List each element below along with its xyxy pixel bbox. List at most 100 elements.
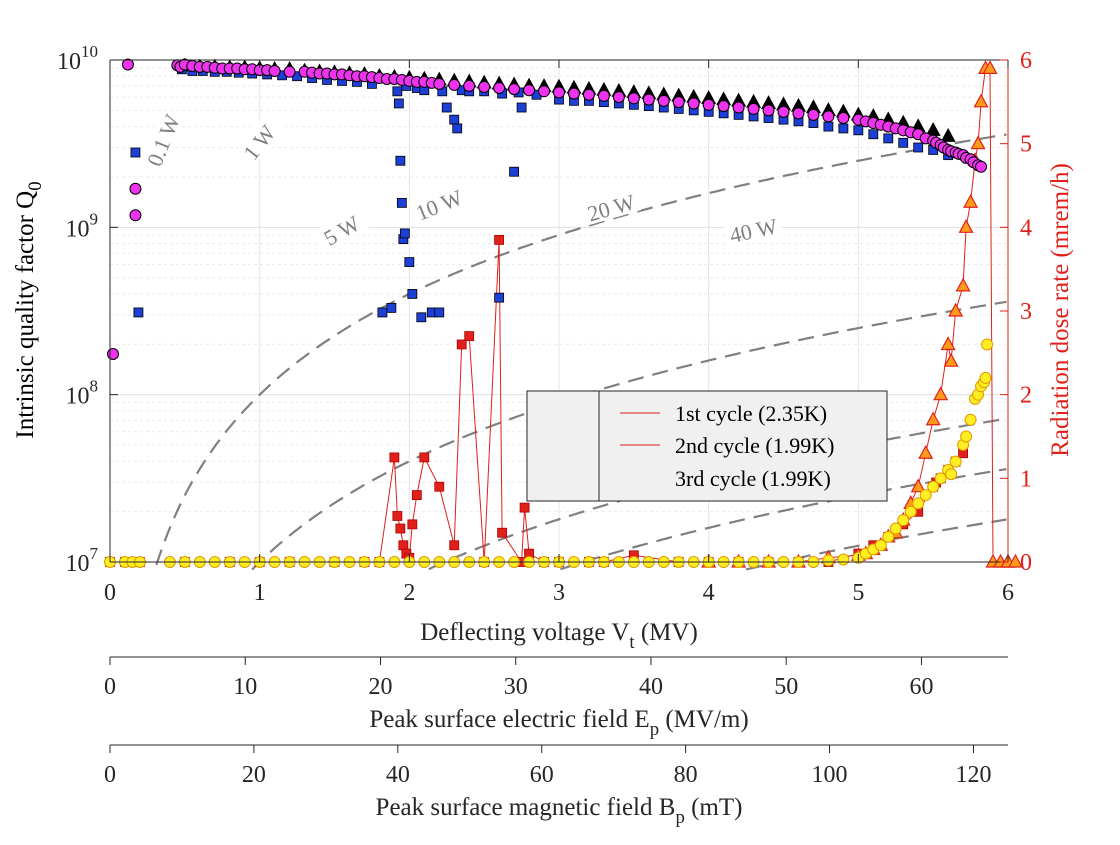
data-point [927, 480, 940, 493]
secondary-tick-label: 80 [674, 762, 698, 788]
data-point [747, 102, 760, 115]
data-point [416, 312, 427, 323]
data-point [925, 411, 941, 426]
data-point [553, 86, 565, 99]
data-point [975, 160, 988, 173]
data-point [121, 58, 134, 71]
x-tick-label: 2 [403, 580, 415, 606]
data-point [411, 490, 422, 500]
y-right-tick-label: 3 [1020, 299, 1032, 325]
legend-entry: 2nd cycle (1.99K) [675, 433, 834, 458]
x-axis-title: Deflecting voltage Vt (MV) [420, 619, 698, 653]
secondary-tick-label: 120 [955, 762, 991, 788]
data-point [822, 554, 835, 567]
data-point [823, 121, 834, 132]
data-point [963, 193, 979, 208]
secondary-tick-label: 40 [386, 762, 410, 788]
data-point [441, 102, 452, 113]
data-point [883, 133, 894, 144]
data-point [395, 155, 406, 166]
secondary-tick-label: 0 [104, 674, 116, 700]
data-point [981, 338, 994, 351]
data-point [807, 108, 820, 121]
data-point [497, 527, 508, 538]
data-point [910, 478, 926, 493]
data-point [434, 307, 445, 318]
data-point [964, 413, 977, 426]
contour-label-bg [231, 112, 285, 172]
secondary-tick-label: 10 [233, 674, 257, 700]
x-tick-label: 1 [254, 580, 266, 606]
data-point [392, 511, 403, 521]
legend-box [526, 390, 888, 502]
data-point [933, 386, 949, 401]
data-point [897, 514, 910, 527]
data-point [913, 142, 924, 153]
data-point [672, 96, 685, 109]
data-point [377, 307, 388, 318]
data-point [389, 452, 400, 463]
data-point [106, 347, 119, 360]
data-point [463, 79, 476, 92]
data-point [129, 182, 142, 195]
data-point [516, 102, 527, 113]
data-point [838, 123, 849, 134]
data-point [494, 292, 505, 303]
x-tick-label: 4 [703, 580, 715, 606]
secondary-tick-label: 20 [368, 674, 392, 700]
data-point [494, 234, 505, 245]
secondary-tick-label: 50 [774, 674, 798, 700]
contour-label-bg [580, 187, 642, 226]
contour-label-bg [140, 109, 184, 171]
data-point [762, 104, 775, 117]
data-point [792, 107, 805, 120]
data-point [949, 455, 962, 468]
data-point [919, 489, 932, 502]
secondary-tick-label: 60 [909, 674, 933, 700]
y-right-tick-label: 0 [1020, 550, 1032, 576]
data-point [582, 88, 595, 101]
y-left-tick-label: 107 [66, 544, 99, 577]
data-point [612, 91, 625, 104]
secondary-tick-label: 20 [242, 762, 266, 788]
data-point [982, 60, 998, 74]
secondary-axis-title: Peak surface electric field Ep (MV/m) [369, 706, 748, 740]
x-tick-label: 0 [104, 580, 116, 606]
data-point [448, 78, 461, 91]
data-point [973, 93, 989, 108]
data-point [464, 331, 475, 342]
data-point [1007, 553, 1023, 568]
x-tick-label: 6 [1002, 580, 1014, 606]
data-point [508, 83, 521, 96]
data-point [133, 307, 144, 318]
axis-labels: Deflecting voltage Vt (MV) Intrinsic qual… [12, 163, 1074, 828]
data-point [898, 137, 909, 148]
data-point [567, 87, 580, 100]
legend-entry: 3rd cycle (1.99K) [675, 466, 831, 491]
secondary-tick-label: 40 [639, 674, 663, 700]
secondary-tick-label: 30 [504, 674, 528, 700]
data-point [597, 89, 610, 102]
secondary-tick-label: 60 [530, 762, 554, 788]
data-point [130, 147, 141, 158]
data-point [456, 339, 467, 350]
y-left-tick-label: 1010 [57, 42, 98, 75]
x-tick-label: 3 [553, 580, 565, 606]
data-point [509, 166, 520, 177]
data-point [478, 80, 491, 93]
contour-label-bg [408, 182, 469, 226]
data-point [853, 125, 864, 136]
contour-label-bg [310, 204, 372, 254]
data-point [912, 497, 925, 510]
data-point [396, 197, 407, 208]
data-point [874, 539, 887, 552]
y-right-tick-label: 4 [1020, 215, 1032, 241]
data-markers [104, 57, 1023, 568]
x-tick-label: 5 [852, 580, 864, 606]
data-point [904, 505, 917, 518]
data-point [889, 522, 902, 535]
data-point [386, 303, 397, 313]
data-point [449, 114, 460, 125]
y-left-tick-label: 109 [66, 209, 99, 242]
